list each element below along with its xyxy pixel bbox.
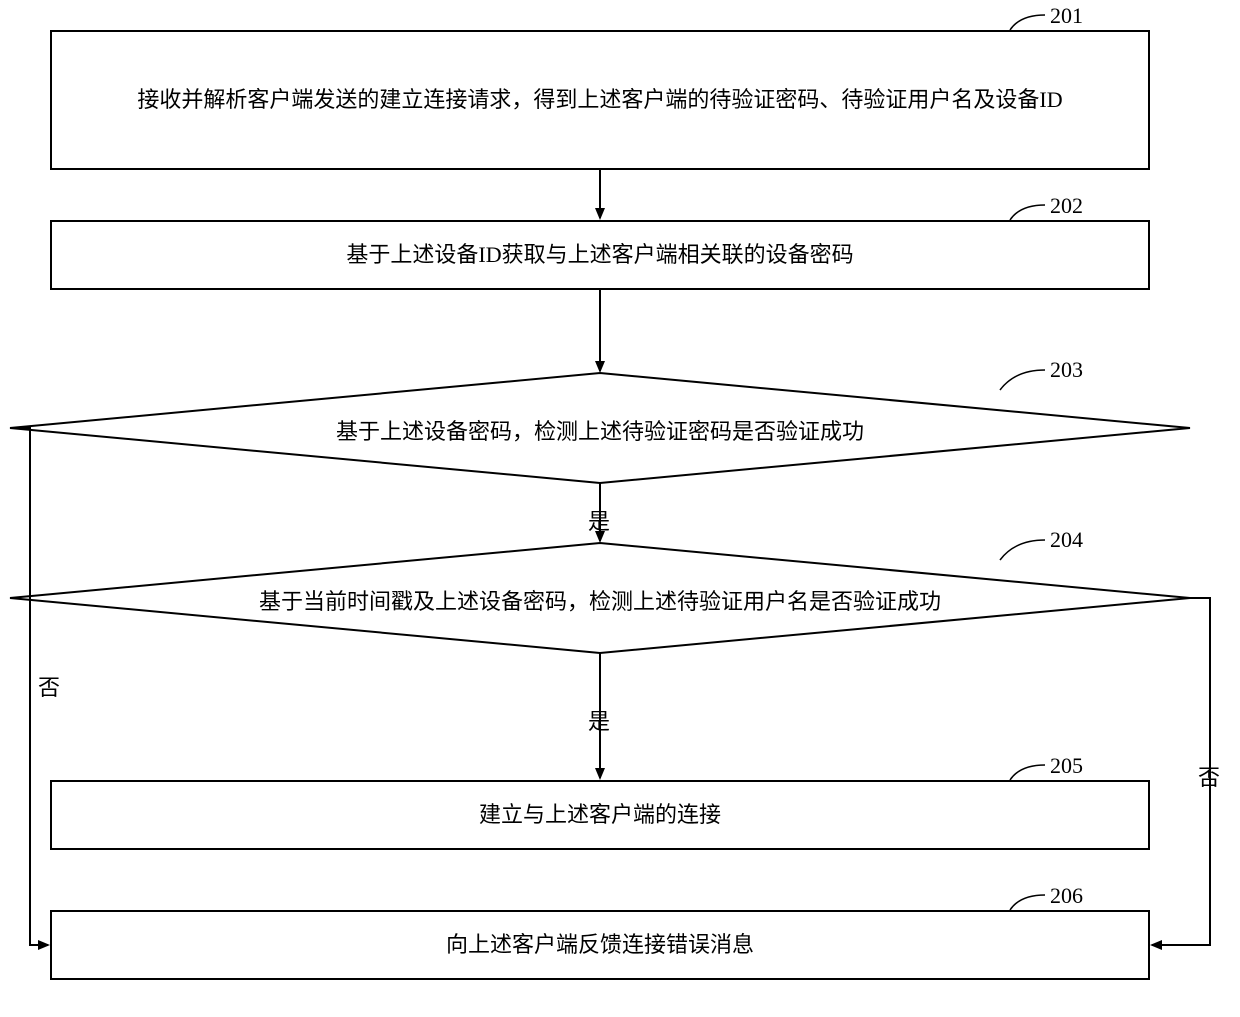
step-label-202: 202 — [1050, 193, 1083, 219]
edge-label-no-right-text: 否 — [1198, 765, 1220, 790]
node-202-text: 基于上述设备ID获取与上述客户端相关联的设备密码 — [346, 231, 853, 279]
node-203-text: 基于上述设备密码，检测上述待验证密码是否验证成功 — [336, 419, 864, 444]
edge-label-no-left-text: 否 — [38, 675, 60, 700]
node-203-text-wrap: 基于上述设备密码，检测上述待验证密码是否验证成功 — [100, 414, 1100, 446]
node-206-text: 向上述客户端反馈连接错误消息 — [446, 921, 754, 969]
step-label-206: 206 — [1050, 883, 1083, 909]
callout-202 — [1010, 205, 1045, 220]
step-label-202-text: 202 — [1050, 193, 1083, 218]
node-205-text: 建立与上述客户端的连接 — [479, 791, 721, 839]
callout-206 — [1010, 895, 1045, 910]
callout-204 — [1000, 540, 1045, 560]
step-label-205-text: 205 — [1050, 753, 1083, 778]
edge-label-yes-1-text: 是 — [588, 509, 610, 534]
flowchart-canvas: 接收并解析客户端发送的建立连接请求，得到上述客户端的待验证密码、待验证用户名及设… — [0, 0, 1240, 1017]
node-204-text-wrap: 基于当前时间戳及上述设备密码，检测上述待验证用户名是否验证成功 — [100, 584, 1100, 616]
step-label-201: 201 — [1050, 3, 1083, 29]
edge-label-yes-1: 是 — [588, 504, 610, 536]
node-206: 向上述客户端反馈连接错误消息 — [50, 910, 1150, 980]
callout-203 — [1000, 370, 1045, 390]
edge-label-yes-2-text: 是 — [588, 709, 610, 734]
node-205: 建立与上述客户端的连接 — [50, 780, 1150, 850]
step-label-206-text: 206 — [1050, 883, 1083, 908]
step-label-204: 204 — [1050, 527, 1083, 553]
node-204-text: 基于当前时间戳及上述设备密码，检测上述待验证用户名是否验证成功 — [259, 589, 941, 614]
step-label-203: 203 — [1050, 357, 1083, 383]
step-label-204-text: 204 — [1050, 527, 1083, 552]
step-label-205: 205 — [1050, 753, 1083, 779]
edge-label-yes-2: 是 — [588, 704, 610, 736]
node-201: 接收并解析客户端发送的建立连接请求，得到上述客户端的待验证密码、待验证用户名及设… — [50, 30, 1150, 170]
callout-201 — [1010, 15, 1045, 30]
node-202: 基于上述设备ID获取与上述客户端相关联的设备密码 — [50, 220, 1150, 290]
edge-label-no-left: 否 — [38, 670, 60, 702]
step-label-201-text: 201 — [1050, 3, 1083, 28]
step-label-203-text: 203 — [1050, 357, 1083, 382]
edge-label-no-right: 否 — [1198, 760, 1220, 792]
node-201-text: 接收并解析客户端发送的建立连接请求，得到上述客户端的待验证密码、待验证用户名及设… — [137, 76, 1062, 124]
callout-205 — [1010, 765, 1045, 780]
